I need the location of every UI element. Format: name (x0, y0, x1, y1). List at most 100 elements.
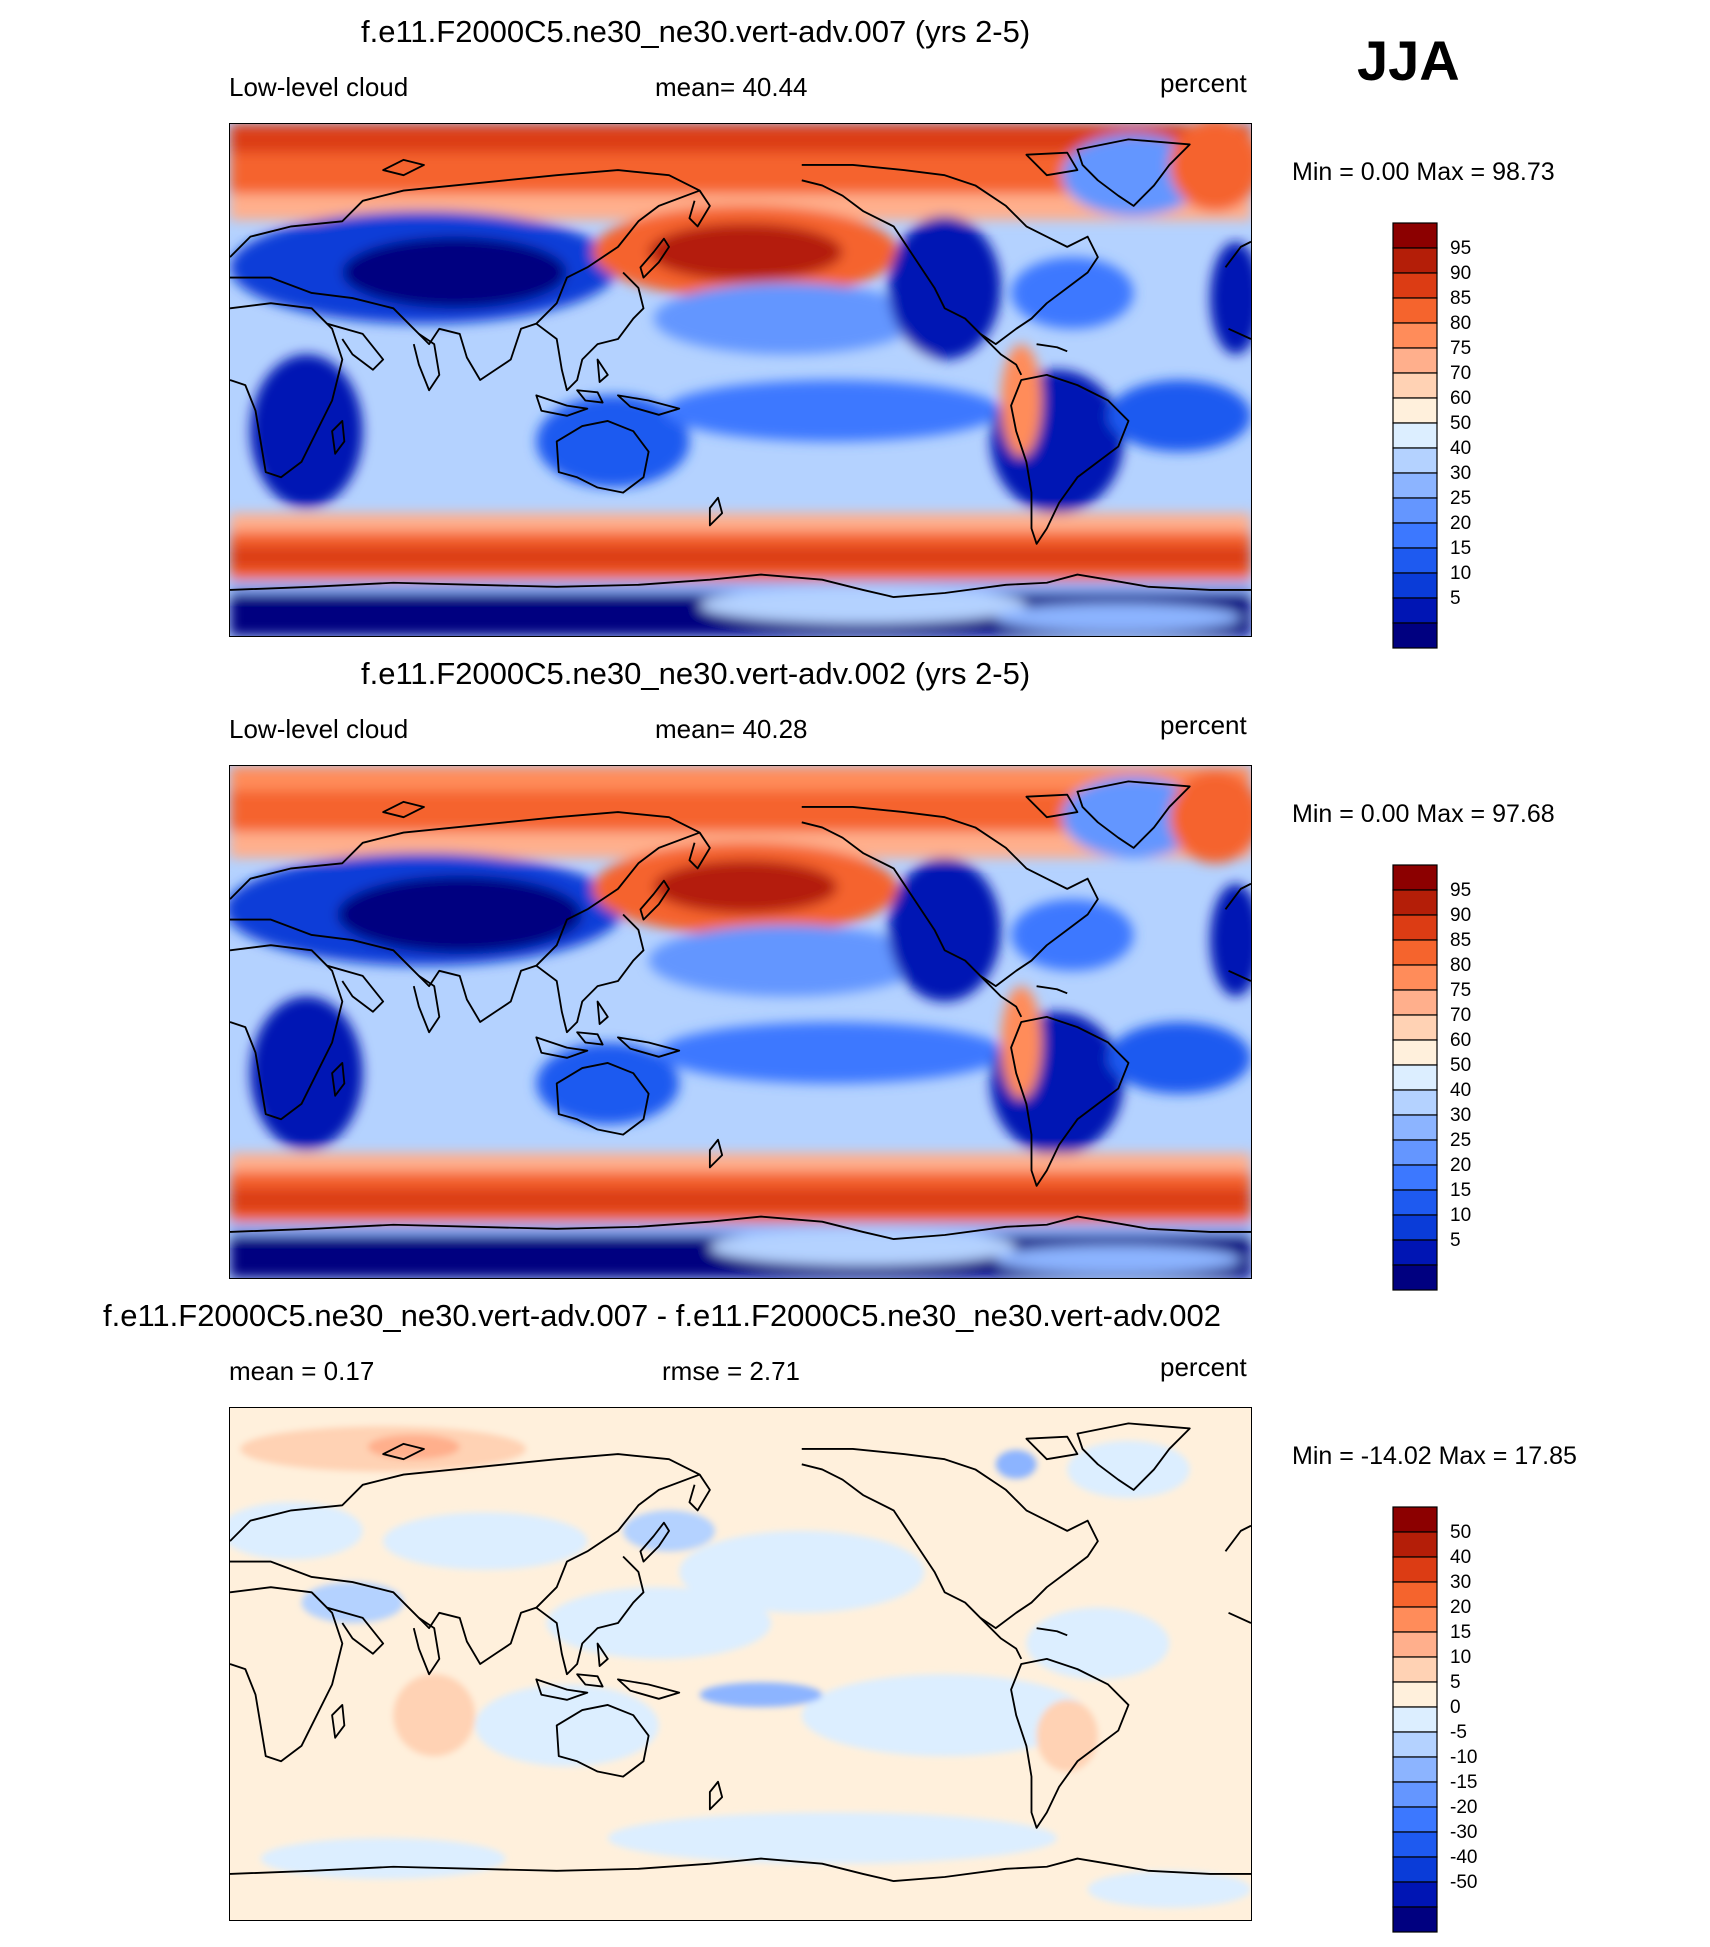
colorbar-tick-label: 0 (1450, 1697, 1461, 1718)
colorbar-box (1392, 247, 1438, 274)
colorbar-tick-label: 15 (1450, 538, 1471, 559)
colorbar-box (1392, 1506, 1438, 1533)
colorbar-tick-label: 75 (1450, 980, 1471, 1001)
colorbar-box (1392, 914, 1438, 941)
colorbar-box (1392, 1114, 1438, 1141)
colorbar-tick-label: -40 (1450, 1847, 1477, 1868)
panel3-mean-label: mean = 0.17 (229, 1356, 375, 1386)
colorbar-box (1392, 1531, 1438, 1558)
colorbar-tick-label: 5 (1450, 588, 1461, 609)
colorbar-box (1392, 322, 1438, 349)
colorbar-box (1392, 1164, 1438, 1191)
colorbar-tick-label: -20 (1450, 1797, 1477, 1818)
colorbar-tick-label: 60 (1450, 1030, 1471, 1051)
panel2-mean-label: mean= 40.28 (655, 714, 808, 744)
colorbar-tick-label: 50 (1450, 413, 1471, 434)
colorbar-tick-label: 30 (1450, 1572, 1471, 1593)
panel3-map-field (230, 1408, 1251, 1920)
colorbar-box (1392, 422, 1438, 449)
panel2-map (229, 765, 1252, 1279)
panel1-variable-label: Low-level cloud (229, 72, 409, 102)
colorbar-box (1392, 1139, 1438, 1166)
colorbar-tick-label: 5 (1450, 1672, 1461, 1693)
colorbar-box (1392, 1906, 1438, 1933)
panel3-colorbar: 50 40 30 20 15 10 5 0 -5 -10 -15 -20 -30 -40 -50 (1392, 1506, 1477, 1933)
colorbar-tick-label: 30 (1450, 1105, 1471, 1126)
colorbar-box (1392, 397, 1438, 424)
colorbar-tick-label: 20 (1450, 1155, 1471, 1176)
colorbar-tick-label: 85 (1450, 930, 1471, 951)
panel1-map-field (230, 124, 1251, 636)
colorbar-box (1392, 472, 1438, 499)
colorbar-box (1392, 1656, 1438, 1683)
colorbar-box (1392, 964, 1438, 991)
colorbar-tick-label: 5 (1450, 1230, 1461, 1251)
colorbar-box (1392, 1606, 1438, 1633)
panel1-units-label: percent (1160, 68, 1247, 98)
colorbar-box (1392, 522, 1438, 549)
colorbar-tick-label: 25 (1450, 488, 1471, 509)
colorbar-box (1392, 272, 1438, 299)
colorbar-box (1392, 1556, 1438, 1583)
panel2-variable-label: Low-level cloud (229, 714, 409, 744)
colorbar-tick-label: -15 (1450, 1772, 1477, 1793)
colorbar-svg: 95 90 85 80 75 70 60 50 40 30 25 20 15 10 5 (1392, 222, 1471, 649)
colorbar-box (1392, 1064, 1438, 1091)
colorbar-box (1392, 1039, 1438, 1066)
panel1-title: f.e11.F2000C5.ne30_ne30.vert-adv.007 (yr… (361, 14, 1031, 49)
colorbar-tick-label: 15 (1450, 1180, 1471, 1201)
colorbar-tick-label: 20 (1450, 1597, 1471, 1618)
colorbar-box (1392, 1781, 1438, 1808)
colorbar-box (1392, 864, 1438, 891)
colorbar-tick-label: 70 (1450, 1005, 1471, 1026)
colorbar-box (1392, 1756, 1438, 1783)
colorbar-box (1392, 1831, 1438, 1858)
colorbar-tick-label: 40 (1450, 1080, 1471, 1101)
colorbar-box (1392, 1214, 1438, 1241)
colorbar-box (1392, 1731, 1438, 1758)
colorbar-box (1392, 597, 1438, 624)
colorbar-svg: 95 90 85 80 75 70 60 50 40 30 25 20 15 10 5 (1392, 864, 1471, 1291)
colorbar-box (1392, 1806, 1438, 1833)
colorbar-tick-label: 10 (1450, 1205, 1471, 1226)
panel2-colorbar: 95 90 85 80 75 70 60 50 40 30 25 20 15 10 5 (1392, 864, 1471, 1291)
colorbar-box (1392, 497, 1438, 524)
colorbar-tick-label: 40 (1450, 438, 1471, 459)
colorbar-tick-label: 85 (1450, 288, 1471, 309)
colorbar-tick-label: 80 (1450, 313, 1471, 334)
panel3-rmse-label: rmse = 2.71 (662, 1356, 801, 1386)
colorbar-tick-label: 20 (1450, 513, 1471, 534)
colorbar-tick-label: 75 (1450, 338, 1471, 359)
colorbar-tick-label: 10 (1450, 563, 1471, 584)
colorbar-tick-label: 15 (1450, 1622, 1471, 1643)
colorbar-box (1392, 622, 1438, 649)
panel1-colorbar: 95 90 85 80 75 70 60 50 40 30 25 20 15 10 5 (1392, 222, 1471, 649)
panel2-title: f.e11.F2000C5.ne30_ne30.vert-adv.002 (yr… (361, 656, 1031, 691)
colorbar-tick-label: 50 (1450, 1522, 1471, 1543)
colorbar-tick-label: 90 (1450, 263, 1471, 284)
colorbar-box (1392, 1239, 1438, 1266)
colorbar-tick-label: -50 (1450, 1872, 1477, 1893)
colorbar-tick-label: 70 (1450, 363, 1471, 384)
colorbar-tick-label: 95 (1450, 238, 1471, 259)
colorbar-box (1392, 347, 1438, 374)
panel3-title: f.e11.F2000C5.ne30_ne30.vert-adv.007 - f… (103, 1298, 1221, 1333)
colorbar-box (1392, 1189, 1438, 1216)
panel1-mean-label: mean= 40.44 (655, 72, 808, 102)
colorbar-tick-label: -5 (1450, 1722, 1467, 1743)
colorbar-box (1392, 1706, 1438, 1733)
colorbar-tick-label: 10 (1450, 1647, 1471, 1668)
panel2-units-label: percent (1160, 710, 1247, 740)
colorbar-box (1392, 372, 1438, 399)
colorbar-tick-label: 95 (1450, 880, 1471, 901)
colorbar-tick-label: 40 (1450, 1547, 1471, 1568)
colorbar-box (1392, 547, 1438, 574)
panel1-minmax: Min = 0.00 Max = 98.73 (1292, 158, 1555, 186)
colorbar-box (1392, 1881, 1438, 1908)
colorbar-tick-label: -30 (1450, 1822, 1477, 1843)
panel2-map-field (230, 766, 1251, 1278)
season-label: JJA (1357, 29, 1460, 92)
colorbar-box (1392, 297, 1438, 324)
colorbar-box (1392, 1856, 1438, 1883)
